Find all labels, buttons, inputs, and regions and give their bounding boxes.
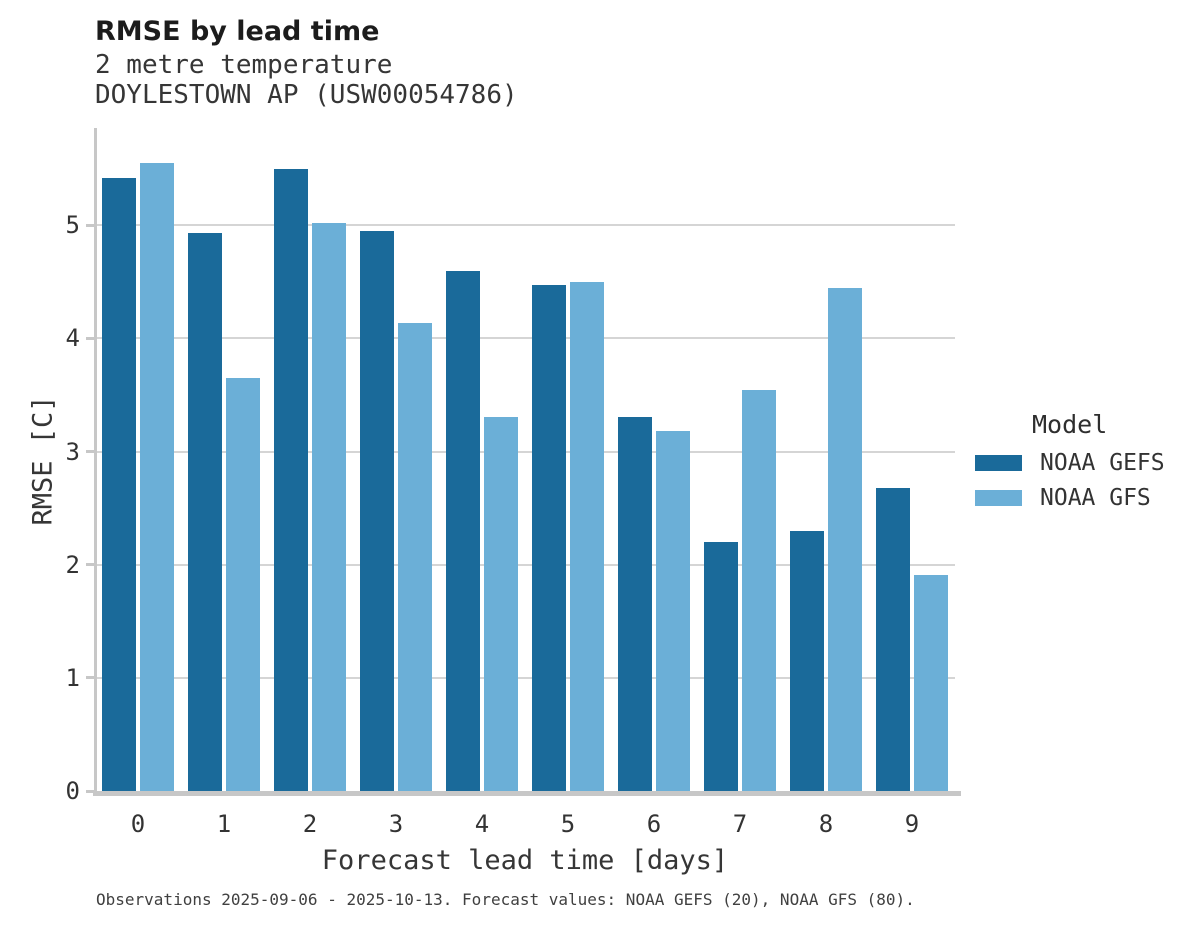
legend-title: Model	[1032, 410, 1108, 439]
y-tick-mark-0	[86, 789, 94, 793]
bar-noaa-gefs-lead-0	[102, 177, 136, 791]
gridline-y-3	[95, 450, 955, 453]
legend-label-noaa-gfs: NOAA GFS	[1040, 485, 1151, 511]
bar-noaa-gfs-lead-2	[312, 223, 346, 791]
x-tick-label-5: 5	[560, 810, 576, 838]
footnote: Observations 2025-09-06 - 2025-10-13. Fo…	[96, 890, 915, 909]
x-tick-label-3: 3	[388, 810, 404, 838]
x-tick-label-2: 2	[302, 810, 318, 838]
bar-noaa-gfs-lead-5	[570, 281, 604, 791]
x-axis-label: Forecast lead time [days]	[321, 845, 729, 876]
gridline-y-4	[95, 337, 955, 340]
x-tick-label-7: 7	[732, 810, 748, 838]
bar-noaa-gefs-lead-7	[704, 542, 738, 791]
bar-noaa-gfs-lead-6	[656, 431, 690, 791]
gridline-y-5	[95, 224, 955, 227]
x-tick-label-8: 8	[818, 810, 834, 838]
x-tick-label-1: 1	[216, 810, 232, 838]
bar-noaa-gfs-lead-4	[484, 416, 518, 791]
bar-noaa-gfs-lead-1	[226, 378, 260, 791]
x-tick-label-4: 4	[474, 810, 490, 838]
y-tick-mark-4	[86, 336, 94, 340]
legend-swatch-noaa-gfs	[975, 490, 1022, 506]
bar-noaa-gefs-lead-4	[446, 270, 480, 791]
y-tick-label-0: 0	[65, 777, 80, 805]
gridline-y-2	[95, 563, 955, 566]
bar-noaa-gfs-lead-7	[742, 390, 776, 791]
y-tick-mark-5	[86, 223, 94, 227]
chart-subtitle-variable: 2 metre temperature	[95, 50, 393, 80]
gridline-y-1	[95, 676, 955, 679]
chart-subtitle-station: DOYLESTOWN AP (USW00054786)	[95, 80, 518, 110]
y-tick-label-5: 5	[65, 211, 80, 240]
legend-swatch-noaa-gefs	[975, 455, 1022, 471]
bar-noaa-gefs-lead-5	[532, 285, 566, 791]
bar-noaa-gefs-lead-6	[618, 416, 652, 791]
legend-label-noaa-gefs: NOAA GEFS	[1040, 450, 1165, 476]
bar-noaa-gfs-lead-3	[398, 322, 432, 791]
bar-noaa-gefs-lead-2	[274, 168, 308, 791]
x-tick-label-9: 9	[904, 810, 920, 838]
bar-noaa-gefs-lead-3	[360, 230, 394, 791]
bar-noaa-gefs-lead-8	[790, 530, 824, 791]
chart-title: RMSE by lead time	[95, 16, 380, 47]
x-tick-label-6: 6	[646, 810, 662, 838]
bar-noaa-gefs-lead-1	[188, 233, 222, 791]
y-tick-label-1: 1	[65, 663, 80, 692]
x-axis-line	[93, 791, 961, 796]
bar-noaa-gfs-lead-0	[140, 163, 174, 791]
y-tick-label-4: 4	[65, 324, 80, 353]
y-tick-label-3: 3	[65, 437, 80, 466]
x-tick-label-0: 0	[130, 810, 146, 838]
y-tick-label-2: 2	[65, 550, 80, 579]
y-tick-mark-1	[86, 676, 94, 680]
y-tick-mark-2	[86, 563, 94, 567]
bar-noaa-gefs-lead-9	[876, 487, 910, 791]
bar-noaa-gfs-lead-8	[828, 287, 862, 791]
y-axis-spine	[94, 128, 97, 795]
bar-noaa-gfs-lead-9	[914, 574, 948, 791]
y-tick-mark-3	[86, 450, 94, 454]
